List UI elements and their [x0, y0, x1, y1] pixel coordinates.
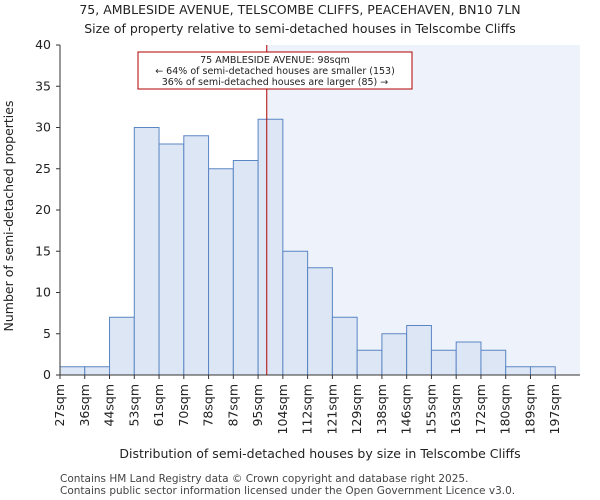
x-tick-label-172sqm: 172sqm [473, 384, 488, 434]
x-axis-label: Distribution of semi-detached houses by … [119, 446, 520, 461]
bar-146sqm [406, 325, 432, 376]
y-tick-label-30: 30 [35, 120, 51, 135]
x-tick-label-146sqm: 146sqm [399, 384, 414, 434]
x-tick-label-180sqm: 180sqm [498, 384, 513, 434]
plot-area: 0 5 10 15 20 25 30 35 40 27sqm 36sqm 44sqm 53sqm 61sq… [35, 37, 580, 434]
x-tick-label-61sqm: 61sqm [151, 384, 166, 427]
annotation-line-2: ← 64% of semi-detached houses are smalle… [155, 66, 395, 77]
y-axis-label: Number of semi-detached properties [1, 101, 16, 332]
bar-53sqm [133, 127, 160, 376]
footer-line1: Contains HM Land Registry data © Crown c… [60, 473, 468, 485]
bar-44sqm [109, 316, 135, 376]
bar-189sqm [529, 366, 556, 376]
y-tick-label-35: 35 [35, 78, 51, 93]
x-tick-label-129sqm: 129sqm [349, 384, 364, 434]
y-tick-label-0: 0 [43, 367, 51, 382]
x-tick-label-44sqm: 44sqm [102, 384, 117, 427]
x-tick-label-138sqm: 138sqm [374, 384, 389, 434]
annotation-line-1: 75 AMBLESIDE AVENUE: 98sqm [200, 55, 350, 66]
annotation-box [137, 51, 413, 90]
y-tick-label-25: 25 [35, 161, 51, 176]
chart-title-line1: 75, AMBLESIDE AVENUE, TELSCOMBE CLIFFS, … [79, 2, 520, 17]
x-tick-label-112sqm: 112sqm [300, 384, 315, 434]
y-tick-label-10: 10 [35, 285, 51, 300]
x-tick-label-95sqm: 95sqm [250, 384, 265, 427]
annotation-line-3: 36% of semi-detached houses are larger (… [162, 77, 389, 88]
y-tick-label-40: 40 [35, 37, 51, 52]
bar-121sqm [331, 316, 358, 376]
bar-61sqm [158, 143, 185, 376]
x-tick-label-197sqm: 197sqm [547, 384, 562, 434]
bar-104sqm [282, 250, 309, 376]
x-tick-label-163sqm: 163sqm [448, 384, 463, 434]
bar-155sqm [430, 349, 457, 376]
bar-70sqm [183, 135, 210, 376]
x-tick-label-53sqm: 53sqm [126, 384, 141, 427]
bar-180sqm [505, 366, 531, 376]
bar-112sqm [307, 267, 333, 376]
x-tick-label-78sqm: 78sqm [201, 384, 216, 427]
bar-172sqm [480, 349, 507, 376]
bar-78sqm [208, 168, 234, 376]
footer-line2: Contains public sector information licen… [60, 485, 515, 497]
x-tick-label-104sqm: 104sqm [275, 384, 290, 434]
x-tick-label-70sqm: 70sqm [176, 384, 191, 427]
x-tick-label-121sqm: 121sqm [324, 384, 339, 434]
bar-129sqm [356, 349, 383, 376]
y-tick-label-20: 20 [35, 202, 51, 217]
y-tick-label-15: 15 [35, 243, 51, 258]
y-tick-label-5: 5 [43, 326, 51, 341]
x-tick-label-189sqm: 189sqm [522, 384, 537, 434]
chart-title-line2: Size of property relative to semi-detach… [84, 21, 516, 36]
bar-138sqm [381, 333, 408, 376]
x-tick-label-155sqm: 155sqm [423, 384, 438, 434]
x-tick-label-27sqm: 27sqm [52, 384, 67, 427]
x-tick-label-36sqm: 36sqm [77, 384, 92, 427]
bar-163sqm [455, 341, 482, 376]
x-tick-label-87sqm: 87sqm [225, 384, 240, 427]
bar-87sqm [232, 160, 259, 376]
bar-36sqm [84, 366, 111, 376]
bar-95sqm [257, 118, 284, 376]
bar-27sqm [59, 366, 86, 376]
